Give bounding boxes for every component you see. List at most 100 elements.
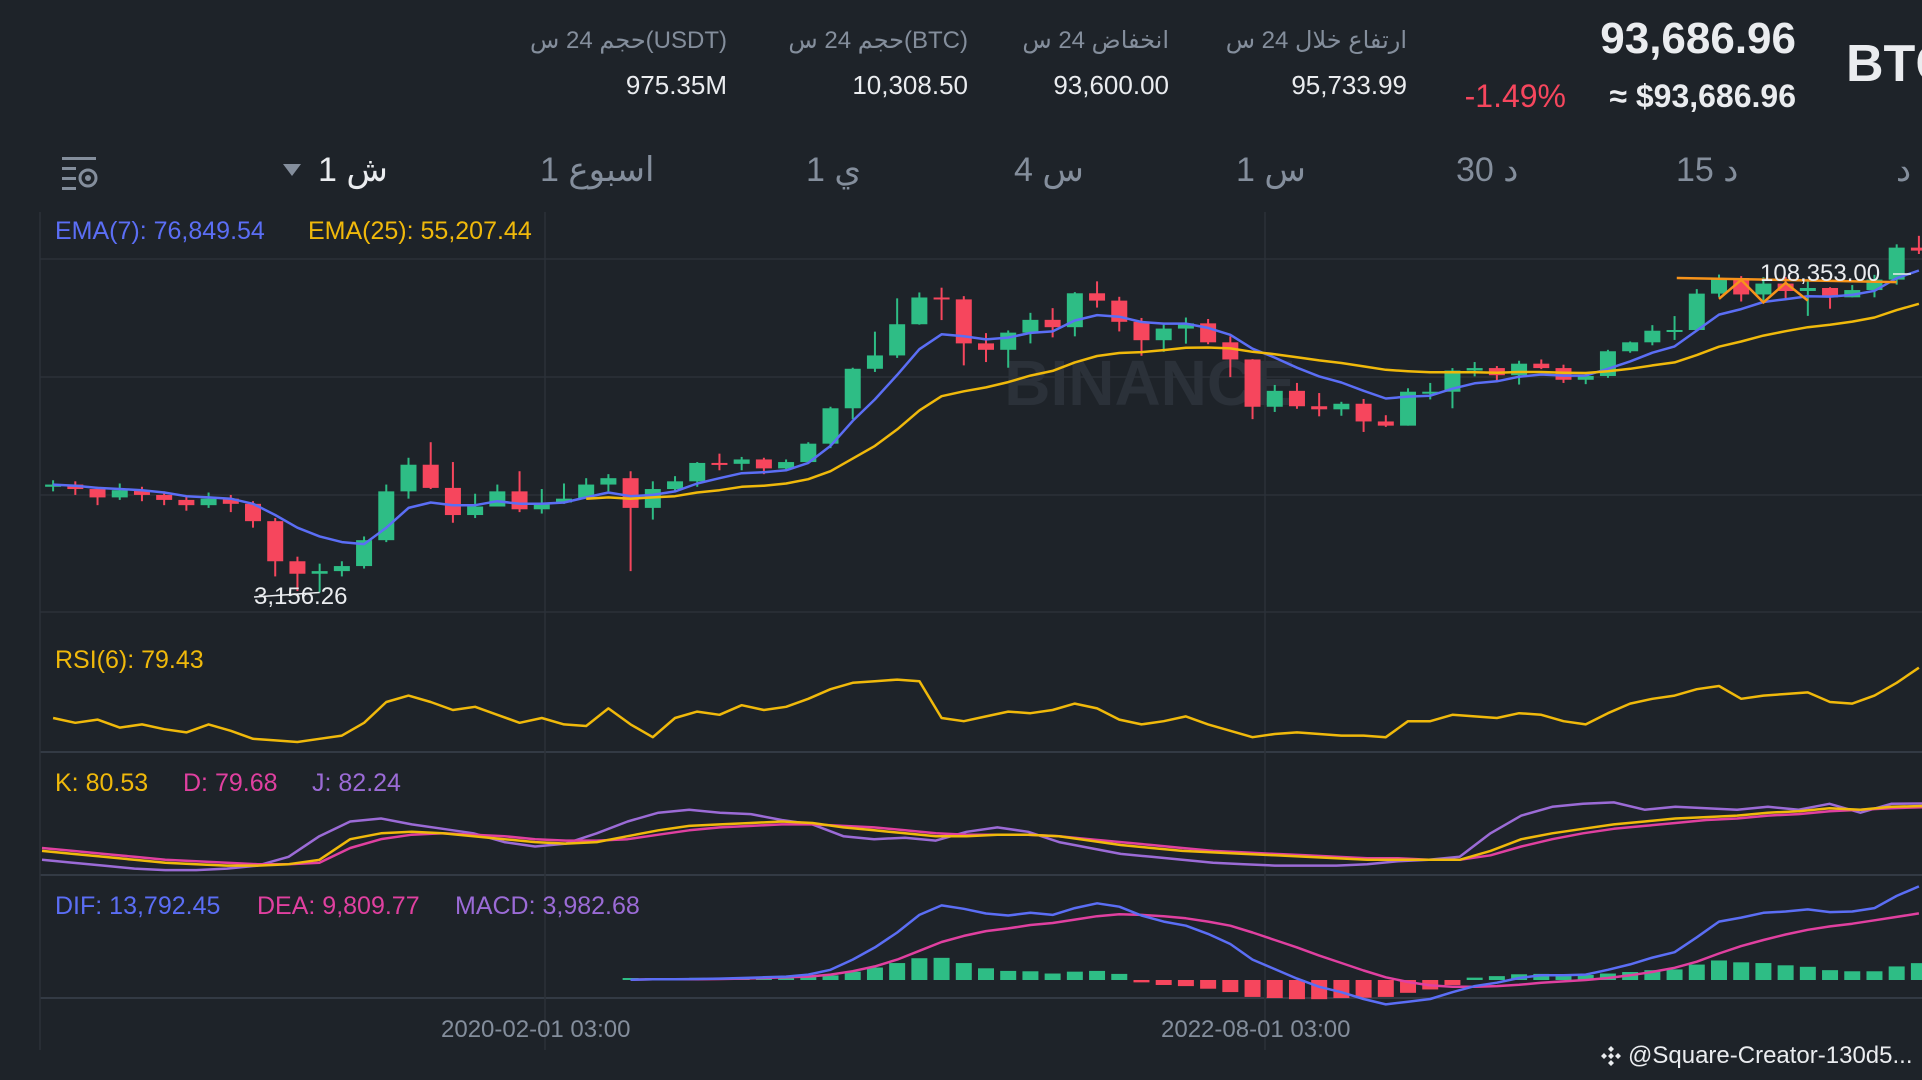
candle-body — [1044, 319, 1061, 328]
macd-histogram-bar — [1377, 980, 1394, 997]
candle-body — [133, 490, 150, 495]
candle-body — [1577, 375, 1594, 380]
candle-body — [1377, 421, 1394, 426]
candle-body — [778, 462, 795, 469]
stat-value-high: 95,733.99 — [1291, 70, 1407, 100]
macd-histogram-bar — [1733, 962, 1750, 980]
candle-body — [1622, 342, 1639, 352]
macd-histogram-bar — [1866, 971, 1883, 980]
high-price-label: 108,353.00 — [1760, 260, 1881, 287]
candle-body — [1355, 403, 1372, 422]
stat-value-vol-usdt: 975.35M — [625, 70, 727, 100]
macd-histogram-bar — [1155, 980, 1172, 985]
candle-body — [555, 498, 572, 503]
legend-d: D: 79.68 — [183, 769, 278, 797]
candle-body — [1866, 279, 1883, 291]
tab-timeframe-4h[interactable]: 4 س — [1014, 151, 1084, 189]
symbol-title: BTC — [1846, 35, 1922, 93]
macd-histogram-bar — [1355, 980, 1372, 998]
candle-body — [844, 368, 861, 409]
x-axis-label-2020: 2020-02-01 03:00 — [441, 1016, 631, 1043]
macd-histogram-bar — [1644, 970, 1661, 980]
macd-histogram-bar — [1111, 973, 1128, 980]
macd-histogram-bar — [1222, 980, 1239, 993]
tab-timeframe-30m[interactable]: 30 د — [1456, 151, 1519, 189]
candle-body — [89, 489, 106, 498]
candle-body — [489, 491, 506, 507]
candle-body — [111, 490, 128, 498]
candle-body — [978, 343, 994, 350]
macd-histogram-bar — [955, 963, 972, 980]
candle-body — [444, 487, 461, 516]
last-price: 93,686.96 — [1600, 14, 1796, 63]
kdj-k-line — [41, 804, 1922, 867]
price-change-percent: -1.49% — [1464, 78, 1566, 114]
candle-body — [933, 297, 950, 300]
macd-histogram-bar — [1266, 980, 1283, 999]
ema25-line — [586, 302, 1920, 500]
candle-body — [1910, 247, 1922, 251]
candle-body — [889, 324, 906, 356]
stat-label-high: ارتفاع خلال 24 س — [1225, 27, 1407, 54]
x-axis-label-2022: 2022-08-01 03:00 — [1161, 1016, 1351, 1043]
candle-body — [178, 499, 195, 506]
tab-timeframe-1w[interactable]: 1 اسبوع — [540, 151, 655, 189]
candle-body — [1311, 406, 1328, 410]
candle-body — [1288, 390, 1305, 407]
candle-body — [1888, 247, 1905, 280]
candle-body — [200, 498, 217, 506]
macd-histogram-bar — [822, 975, 839, 980]
tab-timeframe-1d[interactable]: 1 ي — [806, 151, 861, 189]
candle-body — [356, 540, 373, 567]
stat-label-vol-btc: حجم 24 س(BTC) — [788, 27, 968, 54]
candle-body — [1266, 390, 1283, 407]
macd-histogram-bar — [1333, 980, 1350, 999]
macd-histogram-bar — [1799, 966, 1816, 980]
candle-body — [911, 297, 928, 325]
candle-body — [378, 491, 395, 541]
low-leader-line — [253, 591, 320, 598]
macd-histogram-bar — [1888, 966, 1905, 980]
macd-histogram-bar — [1688, 964, 1705, 980]
candle-body — [222, 498, 239, 504]
candle-body — [1333, 403, 1350, 410]
candle-body — [755, 459, 772, 469]
chart-settings-icon[interactable] — [60, 155, 100, 191]
tab-timeframe-15m[interactable]: 15 د — [1676, 151, 1739, 189]
candle-body — [955, 299, 972, 344]
macd-histogram-bar — [889, 963, 906, 980]
candle-body — [822, 408, 839, 444]
candle-body — [1089, 293, 1106, 301]
candle-body — [622, 478, 639, 508]
tab-timeframe-min[interactable]: د — [1896, 151, 1912, 189]
timeframe-dropdown-icon[interactable] — [283, 164, 301, 176]
macd-histogram-bar — [1133, 980, 1150, 983]
candle-body — [245, 503, 262, 522]
stat-label-low: انخفاض 24 س — [1022, 27, 1169, 54]
tab-timeframe-1h[interactable]: 1 س — [1236, 151, 1306, 189]
macd-histogram-bar — [800, 976, 817, 980]
candle-body — [1400, 391, 1417, 426]
tab-timeframe-1m[interactable]: 1 ش — [318, 151, 388, 189]
macd-histogram-bar — [1577, 975, 1594, 980]
macd-histogram-bar — [1444, 980, 1461, 985]
macd-histogram-bar — [1666, 969, 1683, 980]
candle-body — [333, 566, 350, 572]
pattern-zigzag — [1718, 278, 1809, 305]
macd-histogram-bar — [933, 957, 950, 980]
macd-histogram-bar — [911, 958, 928, 980]
candle-body — [1755, 283, 1772, 295]
macd-histogram-bar — [1466, 977, 1483, 980]
candle-body — [1511, 363, 1528, 376]
legend-ema25: EMA(25): 55,207.44 — [308, 217, 532, 245]
macd-histogram-bar — [1822, 970, 1839, 980]
creator-credit: @Square-Creator-130d5... — [1628, 1042, 1913, 1069]
candle-body — [1666, 329, 1683, 332]
candle-body — [1777, 283, 1794, 292]
binance-logo-icon — [1600, 1045, 1622, 1067]
candle-body — [156, 494, 173, 500]
candle-body — [267, 521, 284, 562]
candle-body — [1533, 363, 1550, 369]
candle-body — [1688, 293, 1705, 330]
